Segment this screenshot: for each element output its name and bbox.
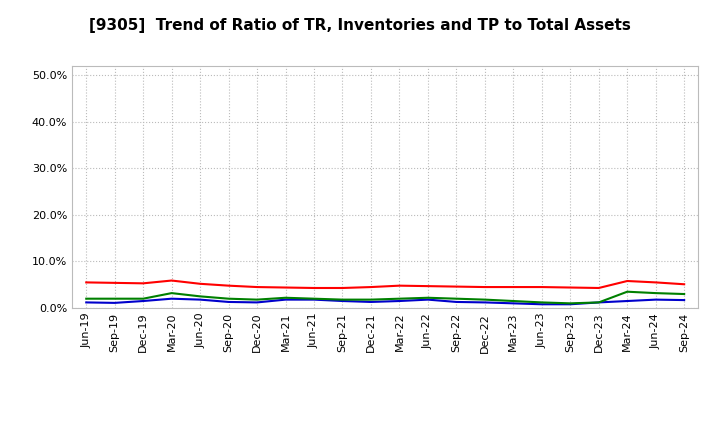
Trade Payables — [110, 296, 119, 301]
Trade Receivables — [423, 283, 432, 289]
Trade Receivables — [253, 284, 261, 290]
Inventories — [566, 302, 575, 307]
Trade Payables — [366, 297, 375, 302]
Trade Receivables — [196, 281, 204, 286]
Trade Payables — [253, 297, 261, 302]
Trade Payables — [395, 296, 404, 301]
Inventories — [310, 297, 318, 302]
Trade Payables — [139, 296, 148, 301]
Inventories — [225, 299, 233, 304]
Inventories — [139, 298, 148, 304]
Trade Payables — [537, 300, 546, 305]
Trade Receivables — [139, 281, 148, 286]
Line: Trade Receivables: Trade Receivables — [86, 281, 684, 288]
Trade Receivables — [167, 278, 176, 283]
Trade Receivables — [566, 285, 575, 290]
Trade Receivables — [595, 286, 603, 291]
Trade Payables — [167, 290, 176, 296]
Line: Trade Payables: Trade Payables — [86, 292, 684, 303]
Inventories — [537, 302, 546, 307]
Inventories — [623, 298, 631, 304]
Trade Payables — [225, 296, 233, 301]
Inventories — [509, 301, 518, 306]
Trade Payables — [680, 291, 688, 297]
Trade Payables — [338, 297, 347, 302]
Line: Inventories: Inventories — [86, 299, 684, 304]
Inventories — [366, 299, 375, 304]
Trade Payables — [595, 300, 603, 305]
Trade Receivables — [310, 286, 318, 291]
Trade Receivables — [623, 279, 631, 284]
Trade Receivables — [338, 286, 347, 291]
Trade Receivables — [480, 284, 489, 290]
Inventories — [338, 298, 347, 304]
Trade Payables — [566, 301, 575, 306]
Inventories — [282, 297, 290, 302]
Text: [9305]  Trend of Ratio of TR, Inventories and TP to Total Assets: [9305] Trend of Ratio of TR, Inventories… — [89, 18, 631, 33]
Trade Payables — [623, 289, 631, 294]
Trade Receivables — [282, 285, 290, 290]
Trade Receivables — [652, 280, 660, 285]
Trade Payables — [652, 290, 660, 296]
Trade Payables — [509, 298, 518, 304]
Trade Receivables — [82, 280, 91, 285]
Inventories — [423, 297, 432, 302]
Inventories — [480, 300, 489, 305]
Trade Payables — [423, 295, 432, 301]
Trade Payables — [452, 296, 461, 301]
Trade Payables — [82, 296, 91, 301]
Trade Payables — [196, 294, 204, 299]
Trade Receivables — [366, 284, 375, 290]
Trade Receivables — [452, 284, 461, 289]
Inventories — [395, 298, 404, 304]
Trade Receivables — [225, 283, 233, 288]
Inventories — [82, 300, 91, 305]
Inventories — [595, 300, 603, 305]
Inventories — [196, 297, 204, 302]
Trade Receivables — [680, 282, 688, 287]
Trade Payables — [480, 297, 489, 302]
Trade Receivables — [509, 284, 518, 290]
Trade Receivables — [395, 283, 404, 288]
Trade Receivables — [537, 284, 546, 290]
Inventories — [652, 297, 660, 302]
Trade Payables — [310, 296, 318, 301]
Trade Receivables — [110, 280, 119, 286]
Inventories — [452, 299, 461, 304]
Inventories — [110, 300, 119, 305]
Inventories — [167, 296, 176, 301]
Inventories — [680, 297, 688, 303]
Inventories — [253, 300, 261, 305]
Trade Payables — [282, 295, 290, 301]
